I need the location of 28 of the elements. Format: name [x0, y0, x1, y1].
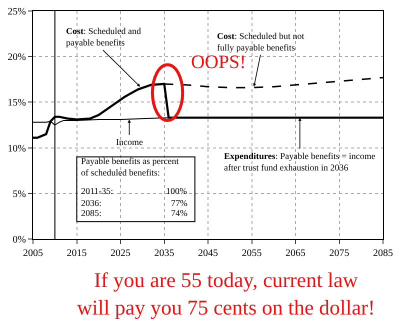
x-tick-label: 2085	[373, 248, 393, 259]
annotation: 74%	[171, 208, 188, 218]
text: If you are 55 today, current law will pay you 75 cents on the dollar!	[77, 268, 376, 320]
y-tick-label: 5%	[12, 188, 26, 200]
x-tick-label: 2055	[242, 248, 262, 259]
x-tick-label: 2035	[154, 248, 174, 259]
x-tick-label: 2065	[286, 248, 306, 259]
annotation: OOPS!	[191, 52, 246, 73]
x-tick-label: 2025	[110, 248, 130, 259]
x-tick-label: 2075	[329, 248, 350, 259]
annotation: 77%	[171, 198, 188, 208]
y-tick-label: 10%	[8, 143, 26, 154]
x-tick-label: 2015	[66, 248, 87, 259]
annotation: Cost: Scheduled but not fully payable benefits	[217, 31, 305, 53]
annotation: Payable benefits as percent of scheduled benefits:	[81, 156, 180, 178]
y-tick-label: 15%	[8, 98, 26, 109]
y-tick-label: 20%	[8, 52, 26, 64]
x-tick-label: 2005	[23, 248, 43, 259]
annotation: 2036:	[81, 198, 102, 208]
annotation: Cost: Scheduled and payable benefits	[66, 26, 142, 48]
y-tick-label: 25%	[8, 6, 26, 18]
annotation: Expenditures: Payable benefits = income after trust fund exhaustion in 2036	[224, 151, 376, 173]
x-tick-label: 2045	[198, 248, 218, 259]
annotation: 2011-35:	[81, 186, 114, 196]
annotation: 100%	[166, 186, 188, 196]
annotation: Income	[116, 137, 143, 147]
y-tick-label: 0%	[12, 234, 26, 246]
annotation: 2085:	[81, 208, 102, 218]
